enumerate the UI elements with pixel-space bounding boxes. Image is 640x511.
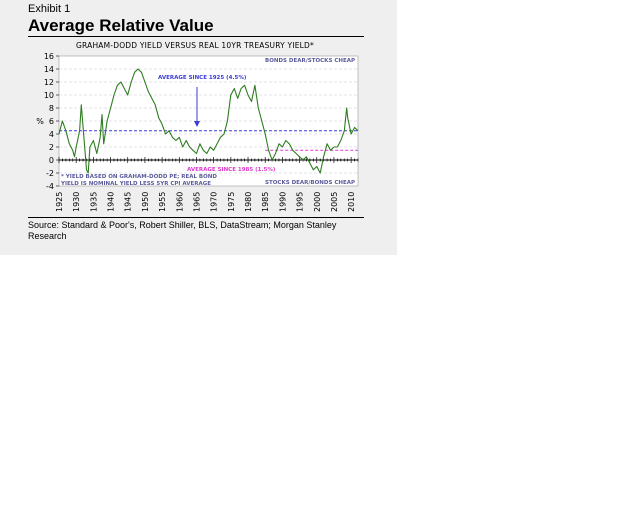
avg-since-1925-label: AVERAGE SINCE 1925 (4.5%) xyxy=(158,75,247,81)
x-tick-label: 1970 xyxy=(210,192,219,212)
y-tick-label: 4 xyxy=(49,130,54,139)
y-tick-label: -2 xyxy=(46,169,54,178)
y-tick-label: 6 xyxy=(49,117,54,126)
bonds-dear-label: BONDS DEAR/STOCKS CHEAP xyxy=(265,58,355,64)
x-tick-label: 1935 xyxy=(89,192,98,212)
plot-area xyxy=(58,55,359,187)
x-tick-label: 1980 xyxy=(244,192,253,212)
y-tick-label: -4 xyxy=(46,182,54,191)
source-rule xyxy=(28,217,364,218)
chart-title: GRAHAM-DODD YIELD VERSUS REAL 10YR TREAS… xyxy=(76,41,314,50)
exhibit-panel: Exhibit 1 Average Relative Value GRAHAM-… xyxy=(0,0,397,255)
x-tick-label: 2000 xyxy=(313,192,322,212)
y-tick-label: 16 xyxy=(44,52,54,61)
x-tick-label: 1925 xyxy=(55,192,64,212)
exhibit-title: Average Relative Value xyxy=(28,16,214,35)
y-tick-label: 14 xyxy=(44,65,54,74)
y-tick-label: 8 xyxy=(49,104,54,113)
series-line xyxy=(58,68,359,174)
y-axis-label: % xyxy=(36,117,44,126)
avg-since-1985-label: AVERAGE SINCE 1985 (1.5%) xyxy=(187,167,276,173)
x-tick-label: 1985 xyxy=(261,192,270,212)
y-tick-label: 0 xyxy=(49,156,54,165)
x-tick-label: 1975 xyxy=(227,192,236,212)
arrow-head xyxy=(194,121,200,127)
footnote-line-1: * YIELD BASED ON GRAHAM-DODD PE; REAL BO… xyxy=(61,174,217,180)
x-tick-label: 1965 xyxy=(192,192,201,212)
y-tick-label: 10 xyxy=(44,91,54,100)
x-tick-label: 1950 xyxy=(141,192,150,212)
x-tick-label: 1945 xyxy=(124,192,133,212)
chart: GRAHAM-DODD YIELD VERSUS REAL 10YR TREAS… xyxy=(36,41,359,212)
x-tick-label: 1940 xyxy=(107,192,116,212)
stocks-dear-label: STOCKS DEAR/BONDS CHEAP xyxy=(265,180,355,186)
x-tick-label: 1990 xyxy=(278,192,287,212)
x-tick-label: 1960 xyxy=(175,192,184,212)
title-rule xyxy=(28,36,364,37)
source-note: Source: Standard & Poor's, Robert Shille… xyxy=(28,220,337,241)
exhibit-number: Exhibit 1 xyxy=(28,3,71,15)
footnote-line-2: YIELD IS NOMINAL YIELD LESS 5YR CPI AVER… xyxy=(60,181,211,187)
x-tick-label: 2005 xyxy=(330,192,339,212)
x-tick-label: 1995 xyxy=(296,192,305,212)
y-tick-label: 12 xyxy=(44,78,54,87)
x-tick-label: 2010 xyxy=(347,192,356,212)
x-tick-label: 1955 xyxy=(158,192,167,212)
x-tick-label: 1930 xyxy=(72,192,81,212)
y-tick-label: 2 xyxy=(49,143,54,152)
